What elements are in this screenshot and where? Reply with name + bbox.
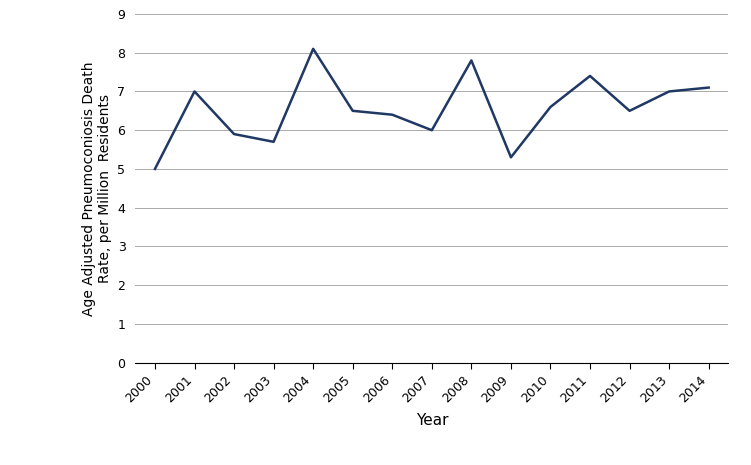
Y-axis label: Age Adjusted Pneumoconiosis Death
Rate, per Million  Residents: Age Adjusted Pneumoconiosis Death Rate, … — [82, 61, 112, 316]
X-axis label: Year: Year — [415, 413, 448, 428]
